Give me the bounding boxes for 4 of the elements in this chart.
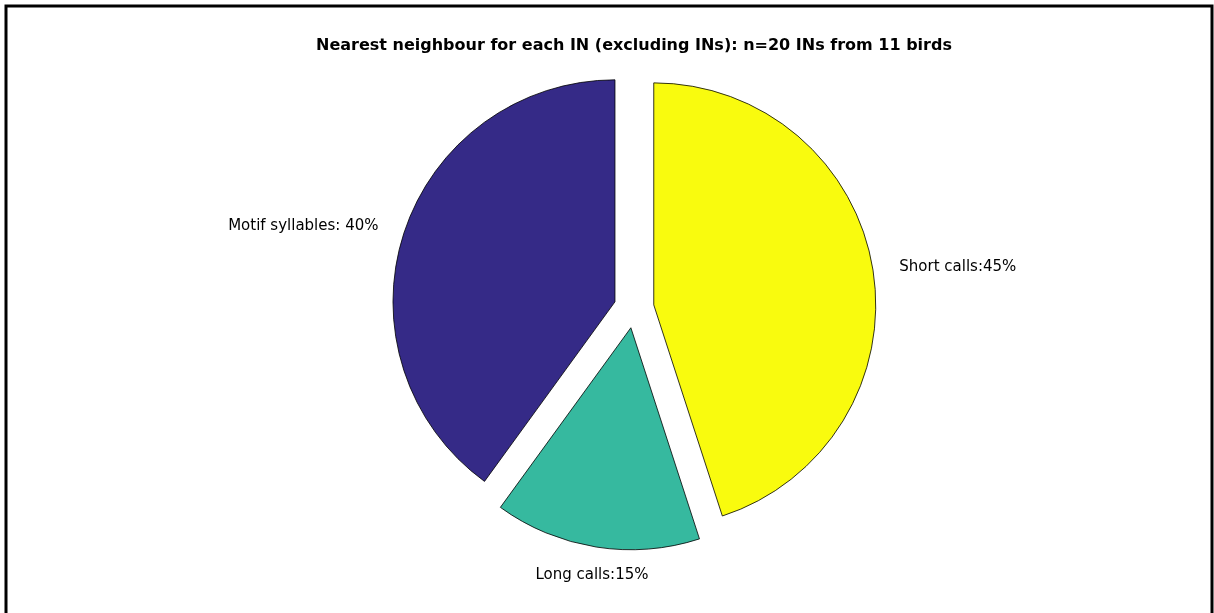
slice-label: Long calls:15% — [535, 564, 649, 583]
chart-title: Nearest neighbour for each IN (excluding INs): n=20 INs from 11 birds — [316, 35, 952, 54]
slice-label: Motif syllables: 40% — [228, 216, 379, 235]
slice-label: Short calls:45% — [899, 257, 1017, 276]
